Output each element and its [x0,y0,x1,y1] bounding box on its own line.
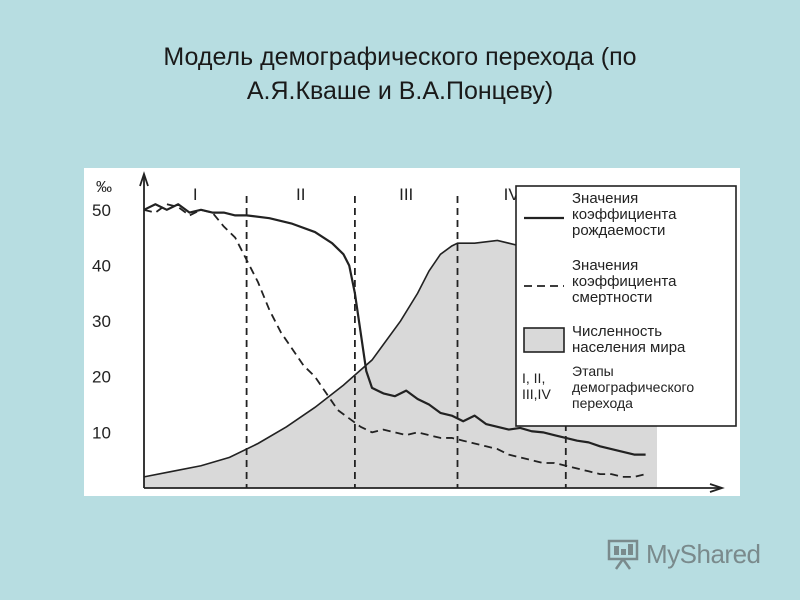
legend-birth-line-3: рождаемости [572,222,665,239]
myshared-watermark: MyShared [606,536,776,572]
watermark-brand: MyShared [646,538,761,569]
stage-label-ii: II [296,185,305,204]
death-rate-line [143,203,646,478]
legend-death-line-1: Значения [572,257,638,274]
birth-rate-line [143,203,646,456]
legend-stages-line-2: демографического [572,379,694,395]
legend-population-swatch [523,327,565,353]
projector-screen-icon [607,539,639,570]
legend-box [515,185,737,427]
legend-stages-symbol-2: III,IV [522,386,551,402]
legend-stages-line-3: перехода [572,395,633,411]
y-axis-label: ‰ [96,179,112,196]
y-tick-label-30: 30 [92,312,111,331]
title-line-2: А.Я.Кваше и В.А.Понцеву) [246,77,554,105]
y-tick-label-10: 10 [92,423,111,442]
legend-birth-line-1: Значения [572,190,638,207]
y-tick-label-50: 50 [92,201,111,220]
population-area-outline [143,239,566,478]
legend-death-line-3: смертности [572,289,652,306]
y-tick-label-20: 20 [92,368,111,387]
legend-birth-line-2: коэффициента [572,206,677,223]
legend-stages-symbol-1: I, II, [522,370,545,386]
y-tick-label-40: 40 [92,256,111,275]
legend-population-line-1: Численность [572,323,662,340]
slide-title: Модель демографического перехода (по А.Я… [60,40,740,108]
stage-label-iii: III [399,185,413,204]
stage-label-i: I [193,185,198,204]
legend-stages-line-1: Этапы [572,363,614,379]
y-axis-arrow [139,171,149,187]
x-axis-arrow [709,483,725,493]
title-line-1: Модель демографического перехода (по [163,43,637,71]
chart-container: I II III IV ‰ 10 20 30 40 50 Значения коэффициента… [84,168,740,496]
legend-population-line-2: населения мира [572,339,686,356]
legend-death-line-2: коэффициента [572,273,677,290]
